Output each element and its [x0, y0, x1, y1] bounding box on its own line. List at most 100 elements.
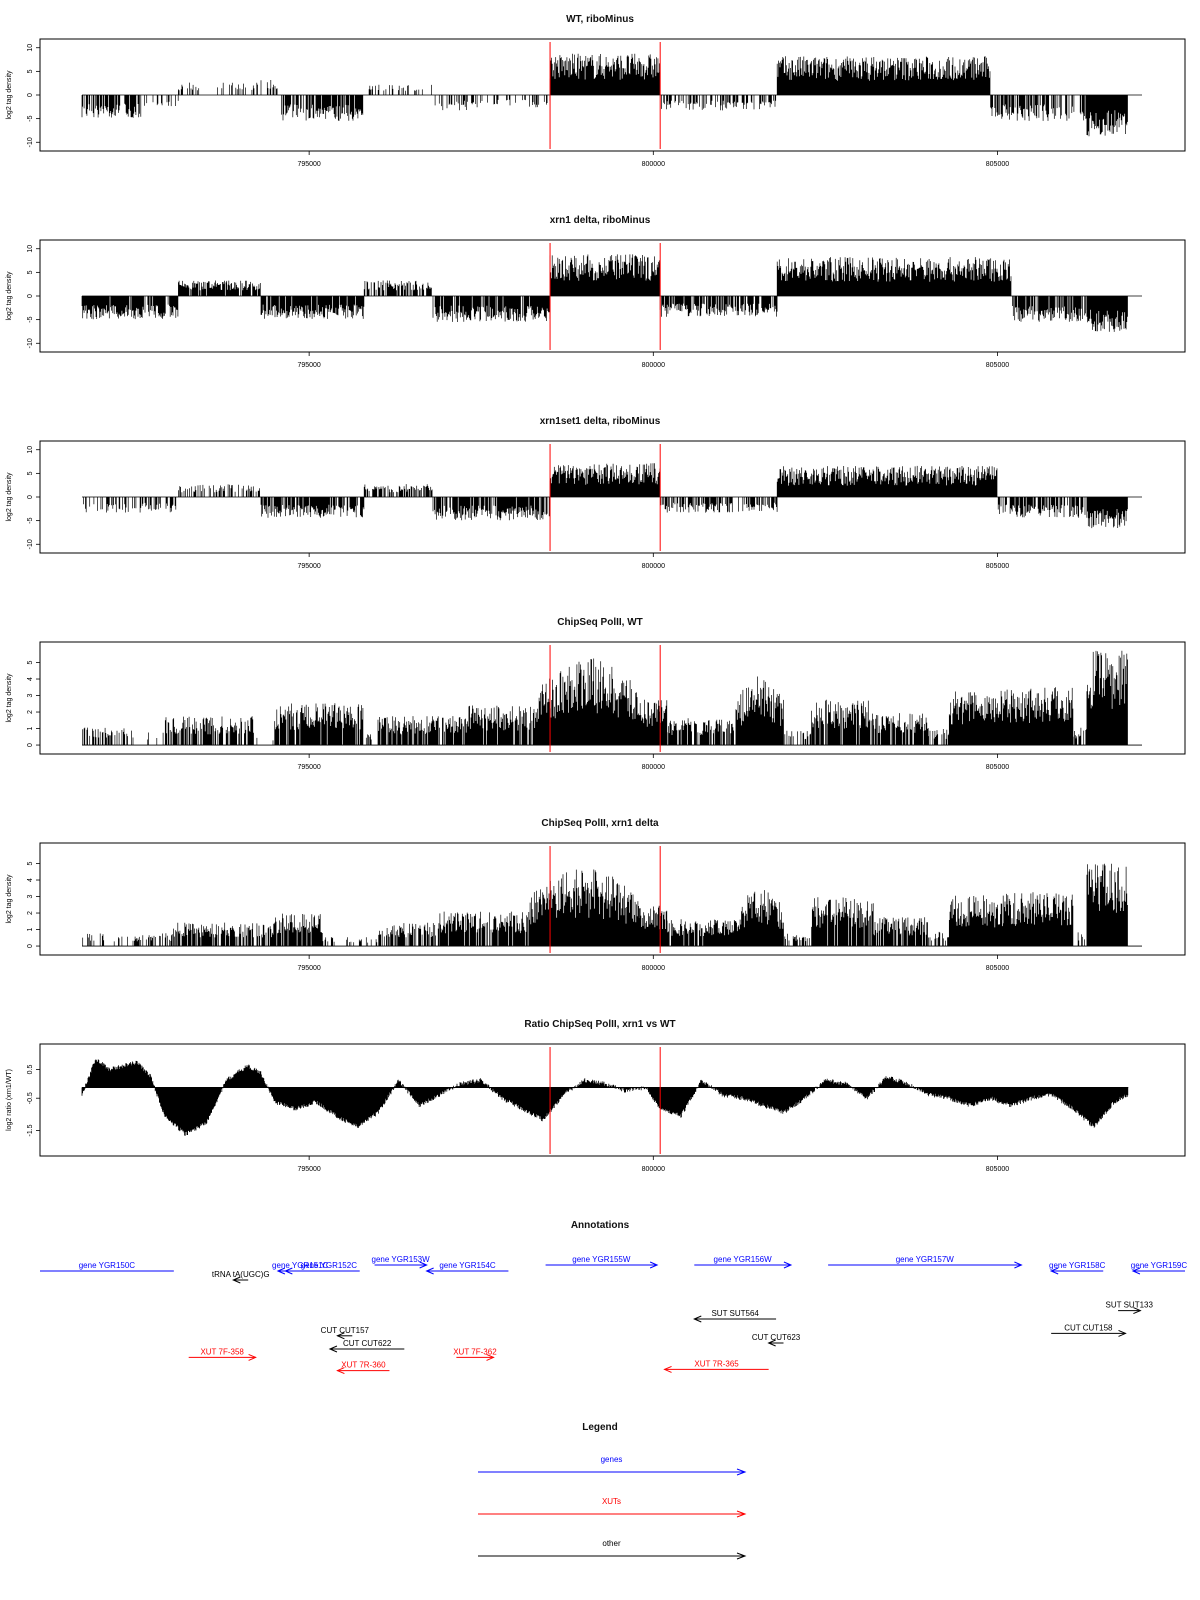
annotations-title: Annotations [571, 1220, 630, 1231]
y-tick-label: -10 [27, 137, 34, 147]
feature-label: XUT 7R-365 [694, 1359, 739, 1368]
y-axis-label: log2 tag density [6, 271, 13, 321]
y-tick-label: -5 [27, 517, 34, 523]
annotation-feature: CUT CUT158 [1051, 1323, 1127, 1337]
annotation-feature: gene YGR153W [372, 1255, 430, 1269]
y-tick-label: 10 [27, 446, 34, 454]
data-bars [81, 254, 1128, 332]
legend: Legend genes XUTs other [478, 1422, 747, 1560]
arrowhead-right-icon [783, 1261, 793, 1269]
panel-p6: Ratio ChipSeq PolII, xrn1 vs WT log2 rati… [6, 1019, 1186, 1173]
x-tick-label: 795000 [297, 764, 320, 771]
y-axis-label: log2 tag density [6, 673, 13, 723]
panel-p2: xrn1 delta, riboMinus log2 tag density -10… [6, 215, 1186, 369]
annotation-feature: gene YGR155W [545, 1255, 659, 1269]
arrowhead-right-icon [486, 1353, 495, 1361]
feature-label: XUT 7R-360 [341, 1361, 386, 1370]
annotation-feature: gene YGR158C [1049, 1261, 1106, 1275]
feature-label: gene YGR154C [439, 1261, 496, 1270]
arrowhead-right-icon [1014, 1261, 1023, 1269]
feature-label: gene YGR158C [1049, 1261, 1106, 1270]
y-tick-label: 1 [27, 927, 34, 931]
y-tick-label: 0 [27, 495, 34, 499]
panel-title: xrn1set1 delta, riboMinus [540, 416, 661, 427]
panel-p1: WT, riboMinus log2 tag density -10 -5 0 5 10 79… [6, 14, 1186, 168]
y-tick-label: 1 [27, 726, 34, 730]
arrowhead-left-icon [336, 1367, 345, 1375]
y-tick-label: 5 [27, 270, 34, 274]
feature-label: SUT SUT133 [1106, 1301, 1154, 1310]
arrowhead-left-icon [276, 1267, 286, 1275]
feature-label: CUT CUT158 [1064, 1323, 1113, 1332]
annotation-feature: CUT CUT623 [752, 1333, 801, 1347]
x-tick-label: 805000 [986, 563, 1009, 570]
annotation-feature: XUT 7F-358 [188, 1347, 257, 1361]
y-tick-label: 5 [27, 69, 34, 73]
feature-label: SUT SUT564 [711, 1309, 759, 1318]
x-tick-label: 805000 [986, 161, 1009, 168]
x-tick-label: 805000 [986, 362, 1009, 369]
x-tick-label: 800000 [642, 362, 665, 369]
arrowhead-right-icon [649, 1261, 659, 1269]
y-tick-label: -5 [27, 115, 34, 121]
y-tick-label: 5 [27, 861, 34, 865]
panel-title: ChipSeq PolII, xrn1 delta [541, 818, 659, 829]
legend-entry: genes [478, 1455, 747, 1476]
y-tick-label: 2 [27, 710, 34, 714]
panel-title: WT, riboMinus [566, 14, 634, 25]
annotation-feature: gene YGR156W [694, 1255, 793, 1269]
panel-p3: xrn1set1 delta, riboMinus log2 tag densit… [6, 416, 1186, 570]
data-bars [83, 463, 1128, 529]
y-tick-label: 10 [27, 44, 34, 52]
x-tick-label: 795000 [297, 362, 320, 369]
annotation-feature: gene YGR152C [276, 1261, 360, 1275]
annotation-feature: gene YGR159C [1131, 1261, 1187, 1275]
annotation-feature: SUT SUT133 [1106, 1301, 1154, 1315]
arrowhead-right-icon [248, 1353, 257, 1361]
x-tick-label: 795000 [297, 965, 320, 972]
annotation-feature: XUT 7R-360 [336, 1361, 390, 1375]
data-bars [82, 863, 1128, 946]
feature-label: gene YGR151C [272, 1261, 329, 1270]
panel-title: Ratio ChipSeq PolII, xrn1 vs WT [524, 1019, 675, 1030]
annotation-feature: gene YGR154C [425, 1261, 509, 1275]
y-tick-label: 0 [27, 944, 34, 948]
annotation-feature: tRNA tA(UGC)G [212, 1270, 270, 1284]
y-tick-label: -10 [27, 539, 34, 549]
annotation-feature: XUT 7F-362 [453, 1347, 497, 1361]
y-tick-label: 2 [27, 911, 34, 915]
annotation-feature: CUT CUT622 [328, 1339, 405, 1353]
y-tick-label: -10 [27, 338, 34, 348]
plot-frame [39, 641, 1186, 755]
arrowhead-right-icon [419, 1261, 428, 1269]
panel-p5: ChipSeq PolII, xrn1 delta log2 tag densit… [6, 818, 1186, 972]
x-tick-label: 795000 [297, 161, 320, 168]
feature-label: gene YGR150C [79, 1261, 136, 1270]
arrowhead-left-icon [663, 1365, 672, 1373]
annotation-feature: SUT SUT564 [693, 1309, 777, 1323]
ratio-area [81, 1059, 1129, 1136]
arrowhead-right-icon [736, 1552, 747, 1560]
x-tick-label: 800000 [642, 1166, 665, 1173]
arrowhead-right-icon [736, 1468, 747, 1476]
feature-label: gene YGR155W [572, 1255, 631, 1264]
y-tick-label: 3 [27, 693, 34, 697]
feature-label: XUT 7F-362 [453, 1347, 497, 1356]
arrowhead-left-icon [232, 1276, 241, 1284]
legend-title: Legend [582, 1422, 618, 1433]
feature-label: CUT CUT157 [321, 1326, 370, 1335]
x-tick-label: 795000 [297, 563, 320, 570]
legend-label: genes [601, 1455, 623, 1464]
y-tick-label: 5 [27, 471, 34, 475]
legend-label: XUTs [602, 1497, 621, 1506]
feature-label: gene YGR157W [896, 1255, 955, 1264]
annotation-feature: CUT CUT157 [321, 1326, 370, 1340]
legend-entry: XUTs [478, 1497, 747, 1518]
feature-label: gene YGR156W [714, 1255, 773, 1264]
annotation-feature: gene YGR150C [40, 1261, 174, 1272]
annotation-feature: XUT 7R-365 [663, 1359, 769, 1373]
y-tick-label: -5 [27, 316, 34, 322]
panel-title: ChipSeq PolII, WT [557, 617, 643, 628]
